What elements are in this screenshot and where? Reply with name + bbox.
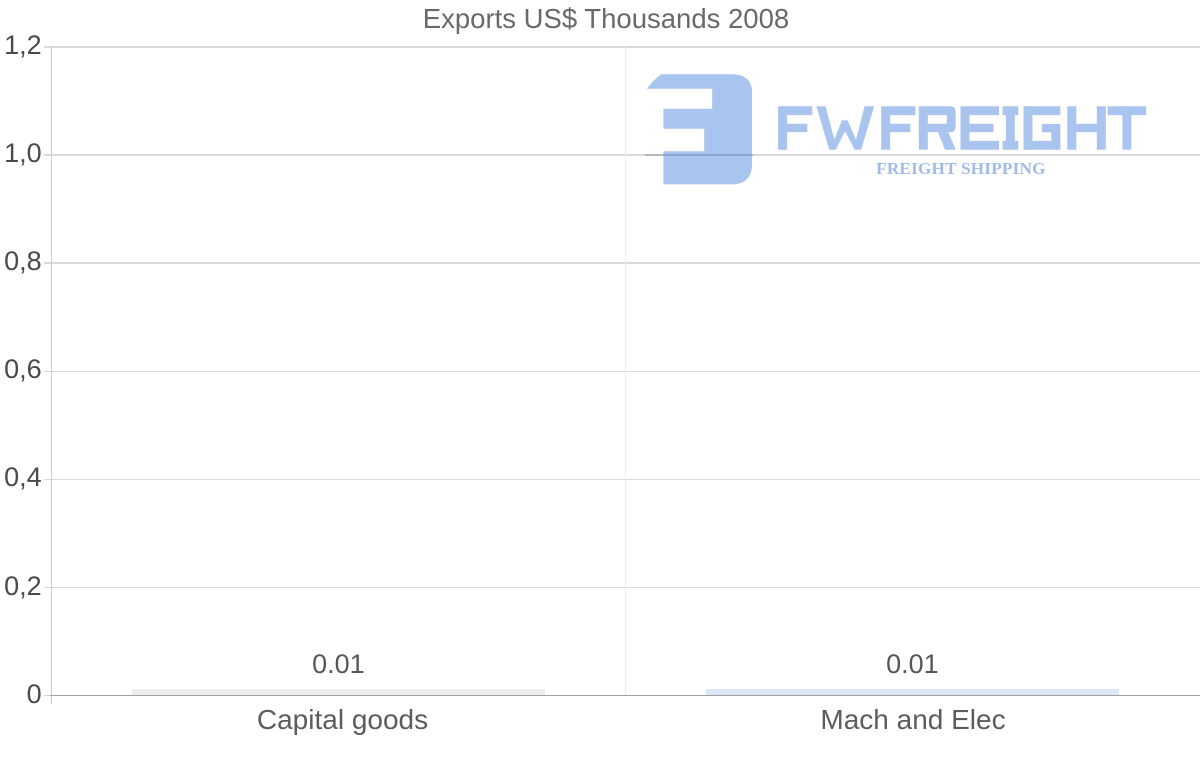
svg-text:FREIGHT SHIPPING: FREIGHT SHIPPING (876, 159, 1046, 178)
